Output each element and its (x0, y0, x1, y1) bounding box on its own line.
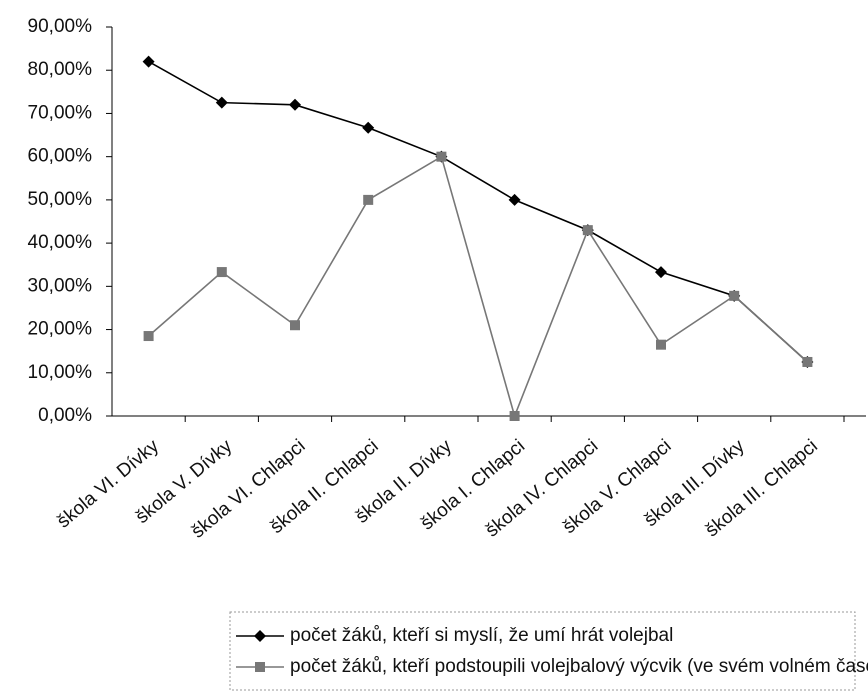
series-line (148, 60, 808, 363)
marker (729, 290, 740, 301)
marker (363, 194, 374, 205)
y-tick-label: 80,00% (28, 59, 93, 80)
legend-box (229, 611, 856, 691)
legend-label: počet žáků, kteří si myslí, že umí hrát … (290, 625, 673, 646)
marker (436, 151, 447, 162)
y-tick-label: 20,00% (28, 319, 93, 340)
marker (582, 225, 593, 236)
legend-label: počet žáků, kteří podstoupili volejbalov… (290, 656, 868, 677)
y-tick-label: 40,00% (28, 232, 93, 253)
legend-marker (254, 630, 266, 642)
y-tick-label: 90,00% (28, 16, 93, 37)
marker (362, 121, 375, 134)
marker (802, 356, 813, 367)
marker (143, 331, 154, 342)
marker (290, 320, 300, 331)
y-tick-label: 70,00% (28, 102, 93, 123)
y-tick-label: 0,00% (38, 405, 92, 426)
y-tick-label: 50,00% (28, 189, 93, 210)
marker (655, 266, 667, 279)
marker (215, 96, 228, 109)
legend-marker (255, 662, 265, 672)
y-tick-label: 10,00% (28, 362, 93, 383)
marker (216, 267, 227, 278)
marker (508, 193, 521, 206)
y-tick-label: 30,00% (28, 275, 93, 296)
marker (509, 411, 520, 421)
marker (656, 339, 666, 350)
marker (142, 55, 155, 68)
marker (289, 98, 301, 111)
series-line (148, 155, 808, 419)
y-tick-label: 60,00% (28, 146, 93, 167)
